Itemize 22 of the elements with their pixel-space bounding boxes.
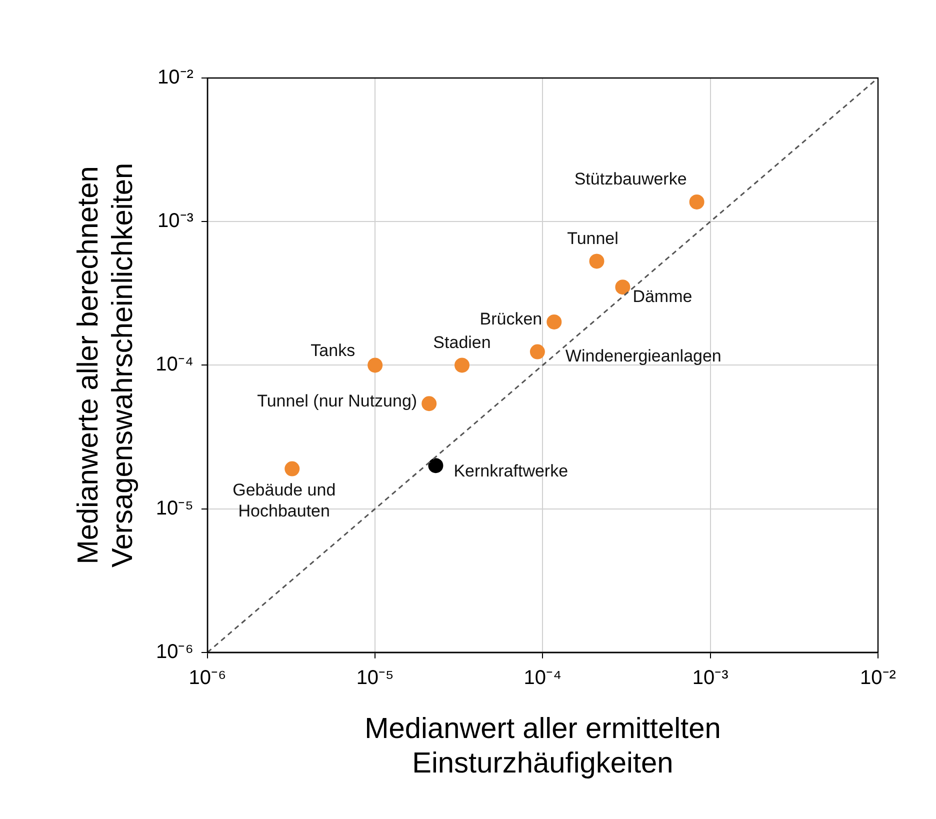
x-tick-label: 10⁻⁶: [188, 666, 226, 689]
annotation: Dämme: [632, 286, 692, 306]
x-tick-label: 10⁻⁵: [356, 666, 394, 689]
annotation: Tunnel: [567, 228, 618, 248]
y-tick-label: 10⁻²: [158, 66, 194, 89]
x-axis-title: Medianwert aller ermittelten Einsturzhäufigkeiten: [364, 712, 721, 780]
annotation: Tunnel (nur Nutzung): [257, 391, 418, 410]
y-tick-label: 10⁻⁴: [156, 354, 194, 376]
annotation: Brücken: [480, 310, 542, 329]
x-tick-label: 10⁻³: [692, 666, 729, 689]
y-axis-title: Medianwerte aller berechneten Versagenswahrscheinlichkeiten: [72, 162, 140, 568]
x-tick-label: 10⁻²: [860, 666, 896, 689]
annotation: Tanks: [310, 340, 356, 360]
x-tick-label: 10⁻⁴: [524, 666, 562, 689]
annotation: Gebäude und Hochbauten: [232, 480, 336, 520]
annotation: Stützbauwerke: [574, 170, 687, 189]
annotation: Windenergieanlagen: [565, 346, 722, 366]
y-tick-label: 10⁻³: [158, 210, 194, 232]
y-tick-label: 10⁻⁶: [156, 640, 194, 663]
annotation: Kernkraftwerke: [454, 461, 568, 480]
annotation: Stadien: [433, 332, 491, 352]
y-tick-label: 10⁻⁵: [156, 497, 194, 520]
